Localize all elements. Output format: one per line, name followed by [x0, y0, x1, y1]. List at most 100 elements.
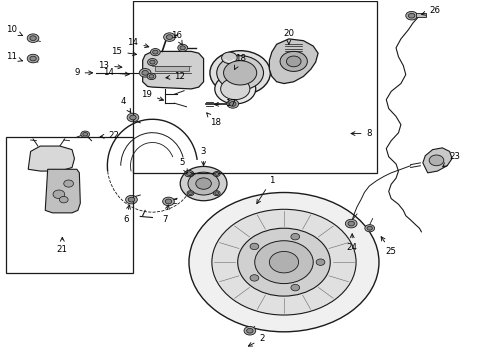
Circle shape: [189, 193, 379, 332]
Circle shape: [217, 56, 264, 90]
Text: 20: 20: [283, 29, 294, 44]
Circle shape: [215, 172, 219, 175]
Circle shape: [408, 13, 415, 18]
Circle shape: [227, 100, 239, 108]
Circle shape: [163, 197, 174, 206]
Text: 6: 6: [123, 205, 130, 224]
Circle shape: [220, 78, 250, 100]
Text: 19: 19: [141, 90, 164, 101]
Text: 4: 4: [121, 97, 131, 113]
Circle shape: [213, 171, 220, 176]
Circle shape: [406, 12, 417, 20]
Circle shape: [139, 68, 151, 77]
Circle shape: [178, 44, 188, 51]
Text: 3: 3: [201, 147, 206, 166]
Text: 23: 23: [443, 152, 460, 167]
Bar: [6, 137, 133, 273]
Circle shape: [180, 46, 185, 50]
Circle shape: [27, 34, 39, 42]
Circle shape: [149, 75, 154, 78]
Circle shape: [187, 171, 194, 176]
Circle shape: [244, 327, 256, 335]
Circle shape: [166, 35, 172, 40]
Circle shape: [189, 172, 193, 175]
Circle shape: [147, 73, 156, 80]
Text: 21: 21: [57, 237, 68, 254]
Circle shape: [367, 226, 372, 230]
Circle shape: [215, 192, 219, 194]
Circle shape: [53, 190, 65, 199]
Text: 12: 12: [166, 72, 185, 81]
Circle shape: [223, 61, 257, 85]
Circle shape: [59, 197, 68, 203]
Circle shape: [270, 251, 298, 273]
Text: 13: 13: [98, 61, 122, 70]
Text: 8: 8: [351, 129, 372, 138]
Text: 1: 1: [257, 176, 274, 204]
Circle shape: [316, 259, 325, 265]
Circle shape: [187, 172, 192, 175]
Bar: [416, 13, 426, 18]
Circle shape: [125, 195, 137, 204]
Circle shape: [165, 199, 172, 204]
Circle shape: [142, 71, 148, 75]
Circle shape: [238, 228, 330, 296]
Circle shape: [215, 74, 256, 104]
Circle shape: [187, 191, 194, 196]
Text: 9: 9: [74, 68, 93, 77]
Circle shape: [246, 328, 253, 333]
Text: 14: 14: [103, 68, 129, 77]
Circle shape: [164, 33, 175, 41]
Circle shape: [27, 54, 39, 63]
Text: 26: 26: [421, 6, 441, 15]
Circle shape: [250, 275, 259, 281]
Circle shape: [180, 166, 227, 201]
Circle shape: [130, 115, 136, 120]
Polygon shape: [423, 148, 452, 173]
Polygon shape: [28, 146, 74, 171]
Text: 24: 24: [347, 234, 358, 252]
Circle shape: [221, 52, 237, 64]
Bar: [133, 1, 376, 173]
Bar: [155, 66, 189, 71]
Circle shape: [150, 60, 155, 64]
Polygon shape: [270, 39, 318, 84]
Text: 14: 14: [127, 38, 149, 48]
Circle shape: [64, 180, 74, 187]
Circle shape: [30, 56, 36, 61]
Text: 7: 7: [162, 205, 170, 224]
Circle shape: [230, 102, 236, 106]
Text: 15: 15: [111, 47, 137, 56]
Circle shape: [365, 225, 374, 232]
Circle shape: [210, 51, 270, 95]
Circle shape: [280, 51, 307, 71]
Text: 18: 18: [207, 113, 221, 127]
Circle shape: [147, 59, 157, 66]
Polygon shape: [143, 51, 203, 89]
Text: 16: 16: [172, 31, 182, 45]
Circle shape: [30, 36, 36, 41]
Circle shape: [287, 56, 301, 67]
Circle shape: [345, 219, 357, 228]
Text: 10: 10: [5, 26, 23, 36]
Text: 11: 11: [5, 52, 23, 61]
Circle shape: [291, 234, 300, 240]
Text: 25: 25: [381, 237, 397, 256]
Circle shape: [153, 50, 158, 54]
Circle shape: [291, 284, 300, 291]
Circle shape: [185, 170, 194, 177]
Text: 2: 2: [248, 334, 265, 346]
Circle shape: [150, 49, 160, 56]
Circle shape: [348, 221, 354, 226]
Circle shape: [429, 155, 444, 166]
Text: 5: 5: [179, 158, 187, 173]
Text: 18: 18: [235, 54, 245, 69]
Circle shape: [81, 131, 90, 138]
Circle shape: [188, 172, 219, 195]
Circle shape: [250, 243, 259, 249]
Text: 22: 22: [100, 131, 119, 140]
Circle shape: [127, 113, 139, 122]
Circle shape: [189, 192, 193, 194]
Text: 17: 17: [215, 99, 236, 108]
Circle shape: [213, 191, 220, 196]
